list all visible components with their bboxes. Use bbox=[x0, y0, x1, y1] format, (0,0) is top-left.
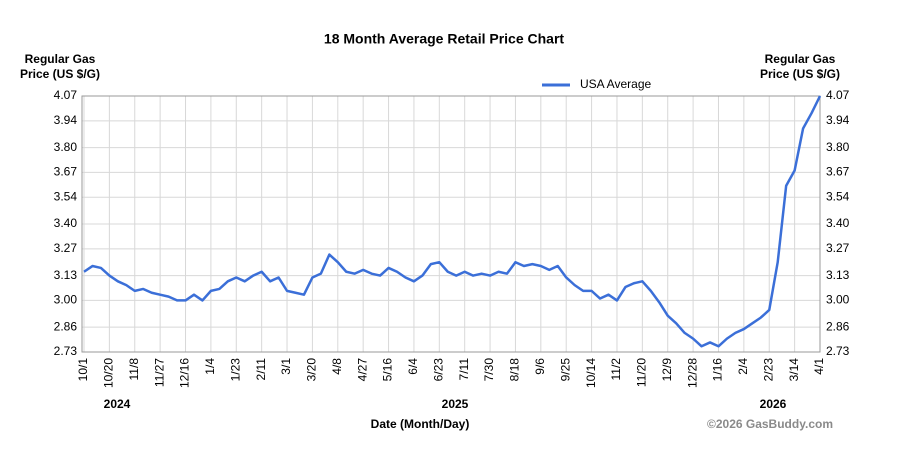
y-tick-label: 2.73 bbox=[54, 344, 78, 358]
x-tick-label: 2/11 bbox=[254, 358, 268, 381]
chart-title: 18 Month Average Retail Price Chart bbox=[324, 31, 564, 47]
y2-axis-label: Price (US $/G) bbox=[760, 67, 840, 81]
y-tick-label: 3.67 bbox=[54, 165, 78, 179]
x-axis-label: Date (Month/Day) bbox=[371, 417, 470, 431]
year-label: 2026 bbox=[760, 397, 787, 411]
y-tick-label: 3.00 bbox=[54, 293, 78, 307]
y-tick-label: 3.54 bbox=[54, 189, 78, 203]
y-tick-label: 3.13 bbox=[54, 268, 78, 282]
y-axis-label: Regular Gas bbox=[25, 52, 96, 66]
x-tick-label: 4/27 bbox=[355, 358, 369, 382]
x-tick-label: 1/16 bbox=[711, 358, 725, 382]
x-tick-label: 12/9 bbox=[660, 358, 674, 382]
x-tick-label: 12/16 bbox=[178, 358, 192, 388]
y2-tick-label: 2.73 bbox=[826, 344, 850, 358]
legend-label: USA Average bbox=[580, 77, 651, 91]
x-tick-label: 5/16 bbox=[381, 358, 395, 382]
x-tick-label: 11/2 bbox=[609, 358, 623, 381]
x-tick-label: 7/30 bbox=[482, 358, 496, 382]
y2-axis-label: Regular Gas bbox=[765, 52, 836, 66]
x-tick-label: 2/4 bbox=[736, 358, 750, 375]
plot-frame bbox=[81, 95, 821, 353]
y-tick-label: 3.40 bbox=[54, 216, 78, 230]
x-tick-label: 11/27 bbox=[152, 358, 166, 387]
x-tick-label: 7/11 bbox=[457, 358, 471, 381]
x-tick-label: 10/14 bbox=[584, 358, 598, 388]
y-tick-label: 4.07 bbox=[54, 88, 78, 102]
credit: ©2026 GasBuddy.com bbox=[707, 417, 833, 431]
x-tick-label: 11/8 bbox=[127, 358, 141, 381]
x-tick-label: 4/1 bbox=[812, 358, 826, 375]
line-series bbox=[83, 95, 822, 348]
x-tick-label: 6/23 bbox=[431, 358, 445, 382]
y-tick-label: 2.86 bbox=[54, 319, 78, 333]
y2-tick-label: 3.27 bbox=[826, 241, 850, 255]
x-tick-label: 9/6 bbox=[533, 358, 547, 375]
x-tick-label: 2/23 bbox=[761, 358, 775, 382]
x-tick-label: 1/4 bbox=[203, 358, 217, 375]
x-tick-label: 11/20 bbox=[635, 358, 649, 387]
x-tick-label: 10/1 bbox=[76, 358, 90, 382]
x-tick-label: 8/18 bbox=[508, 358, 522, 382]
y-tick-label: 3.80 bbox=[54, 140, 78, 154]
x-tick-label: 12/28 bbox=[685, 358, 699, 388]
y2-tick-label: 3.80 bbox=[826, 140, 850, 154]
y2-tick-label: 3.94 bbox=[826, 113, 850, 127]
y-tick-label: 3.94 bbox=[54, 113, 78, 127]
y-tick-label: 3.27 bbox=[54, 241, 78, 255]
x-tick-label: 9/25 bbox=[558, 358, 572, 382]
y2-tick-label: 3.13 bbox=[826, 268, 850, 282]
x-tick-label: 6/4 bbox=[406, 358, 420, 375]
x-tick-label: 3/20 bbox=[305, 358, 319, 382]
y-axis-label: Price (US $/G) bbox=[20, 67, 100, 81]
x-tick-label: 3/1 bbox=[279, 358, 293, 375]
x-tick-label: 4/8 bbox=[330, 358, 344, 375]
x-tick-label: 3/14 bbox=[787, 358, 801, 382]
y2-tick-label: 3.54 bbox=[826, 189, 850, 203]
year-label: 2024 bbox=[104, 397, 131, 411]
year-label: 2025 bbox=[442, 397, 469, 411]
y2-tick-label: 2.86 bbox=[826, 319, 850, 333]
y2-tick-label: 3.40 bbox=[826, 216, 850, 230]
y2-tick-label: 3.00 bbox=[826, 293, 850, 307]
x-tick-label: 1/23 bbox=[228, 358, 242, 382]
x-tick-label: 10/20 bbox=[102, 358, 116, 388]
y2-tick-label: 3.67 bbox=[826, 165, 850, 179]
y2-tick-label: 4.07 bbox=[826, 88, 850, 102]
